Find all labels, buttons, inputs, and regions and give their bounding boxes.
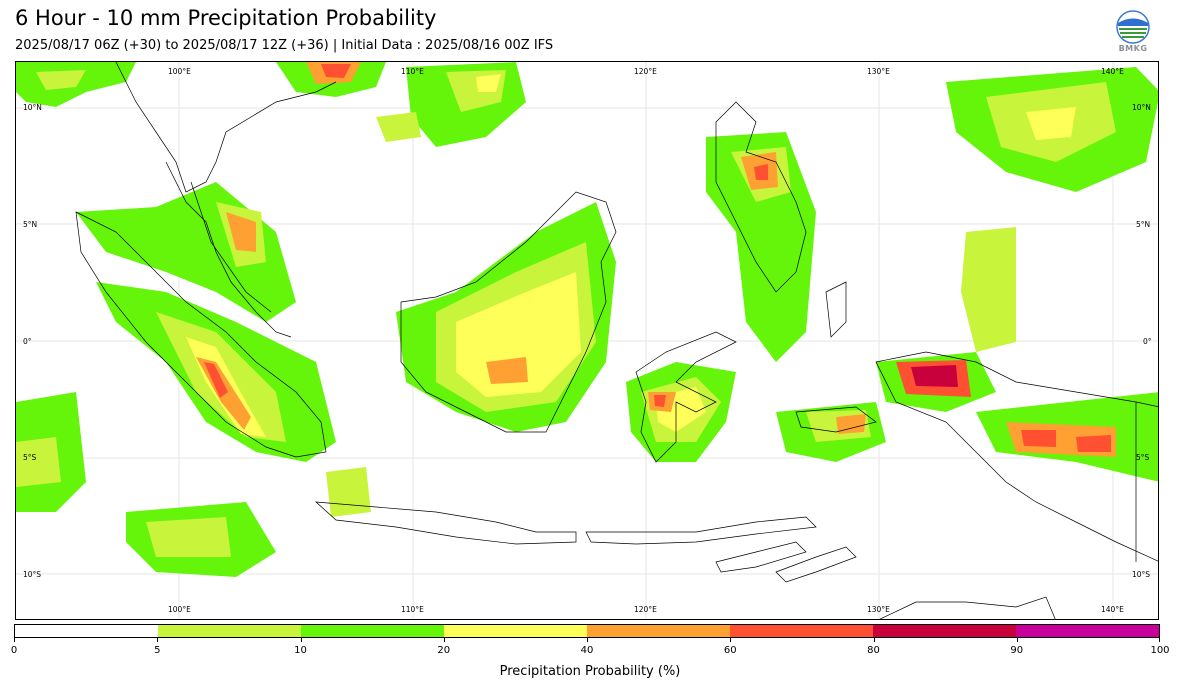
lon-label-bottom-130: 130°E xyxy=(867,605,890,614)
map-subtitle: 2025/08/17 06Z (+30) to 2025/08/17 12Z (… xyxy=(15,38,554,53)
colorbar-segment xyxy=(730,625,873,637)
colorbar-segment xyxy=(301,625,444,637)
colorbar-tick-label: 60 xyxy=(723,645,737,656)
colorbar-tick-label: 10 xyxy=(294,645,307,656)
colorbar-segment xyxy=(15,625,158,637)
colorbar-segment xyxy=(587,625,730,637)
colorbar-segment xyxy=(1016,625,1159,637)
colorbar-segment xyxy=(873,625,1016,637)
colorbar-tick-mark xyxy=(873,638,875,642)
colorbar-tick-label: 5 xyxy=(154,645,161,656)
colorbar-tick-label: 80 xyxy=(867,645,880,656)
lat-label-left-5s: 5°S xyxy=(23,453,37,462)
colorbar-tick-mark xyxy=(587,638,588,642)
colorbar-tick-mark xyxy=(14,638,15,642)
lat-label-left-0: 0° xyxy=(23,337,32,346)
precipitation-map: 100°E 110°E 120°E 130°E 140°E 100°E 110°… xyxy=(15,61,1159,620)
lat-label-right-5s: 5°S xyxy=(1136,453,1150,462)
map-title: 6 Hour - 10 mm Precipitation Probability xyxy=(15,6,437,30)
lon-label-top-100: 100°E xyxy=(168,67,191,76)
colorbar-tick-mark xyxy=(1159,638,1160,642)
map-canvas xyxy=(16,62,1158,619)
lon-label-top-140: 140°E xyxy=(1101,67,1124,76)
colorbar-tick-mark xyxy=(730,638,732,642)
colorbar-tick-label: 20 xyxy=(437,645,451,656)
colorbar-tick-mark xyxy=(443,638,445,642)
colorbar-segment xyxy=(158,625,301,637)
logo-text: BMKG xyxy=(1118,44,1148,53)
lat-label-right-5n: 5°N xyxy=(1136,220,1151,229)
lon-label-bottom-120: 120°E xyxy=(634,605,657,614)
colorbar-tick-label: 90 xyxy=(1010,645,1024,656)
colorbar-segment xyxy=(444,625,587,637)
lon-label-top-120: 120°E xyxy=(634,67,657,76)
colorbar-tick-label: 100 xyxy=(1150,645,1170,656)
lat-label-left-10s: 10°S xyxy=(23,570,42,579)
colorbar-tick-mark xyxy=(1016,638,1018,642)
colorbar-title: Precipitation Probability (%) xyxy=(499,664,681,679)
colorbar-tick-label: 40 xyxy=(580,645,594,656)
lon-label-top-110: 110°E xyxy=(401,67,424,76)
colorbar-tick-mark xyxy=(300,638,302,642)
lat-label-right-10n: 10°N xyxy=(1132,103,1151,112)
lon-label-bottom-110: 110°E xyxy=(401,605,424,614)
lat-label-right-0: 0° xyxy=(1143,337,1152,346)
precipitation-fields xyxy=(16,62,1158,577)
coastlines xyxy=(75,62,1158,619)
lat-label-left-5n: 5°N xyxy=(23,220,38,229)
bmkg-logo xyxy=(1113,10,1153,56)
colorbar-tick-mark xyxy=(157,638,159,642)
lat-label-left-10n: 10°N xyxy=(23,103,42,112)
colorbar xyxy=(14,624,1160,638)
lon-label-bottom-140: 140°E xyxy=(1101,605,1124,614)
lon-label-bottom-100: 100°E xyxy=(168,605,191,614)
lon-label-top-130: 130°E xyxy=(867,67,890,76)
lat-label-right-10s: 10°S xyxy=(1132,570,1151,579)
colorbar-tick-label: 0 xyxy=(10,645,18,656)
